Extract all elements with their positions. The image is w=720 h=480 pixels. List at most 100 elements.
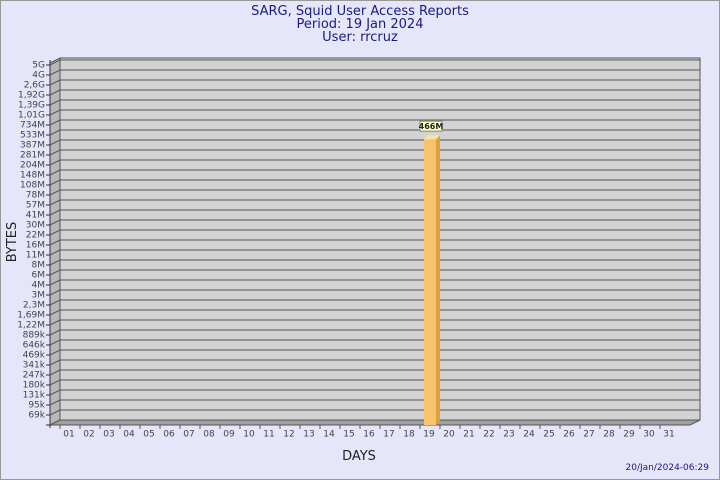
y-tick-label: 281M bbox=[20, 151, 45, 161]
y-tick-label: 734M bbox=[20, 121, 45, 131]
y-tick-label: 11M bbox=[26, 251, 45, 261]
plot-floor bbox=[49, 419, 701, 426]
value-label: 466M bbox=[419, 122, 444, 131]
grid-line bbox=[49, 129, 700, 136]
y-tick-label: 69k bbox=[28, 411, 45, 421]
grid-line bbox=[49, 379, 700, 386]
grid-line bbox=[49, 409, 700, 416]
x-tick-label: 24 bbox=[523, 430, 535, 440]
y-tick-label: 387M bbox=[20, 141, 45, 151]
y-tick-label: 131k bbox=[23, 391, 46, 401]
x-tick-label: 19 bbox=[423, 430, 435, 440]
x-tick-label: 12 bbox=[283, 430, 294, 440]
grid-line bbox=[49, 99, 700, 106]
grid-line bbox=[49, 219, 700, 226]
x-tick-label: 30 bbox=[643, 430, 655, 440]
value-label-box bbox=[419, 120, 443, 132]
x-tick-label: 23 bbox=[503, 430, 514, 440]
grid-line bbox=[49, 199, 700, 206]
chart-subtitle: Period: 19 Jan 2024 bbox=[297, 17, 424, 32]
y-tick-label: 57M bbox=[26, 201, 45, 211]
y-tick-label: 1,92G bbox=[18, 91, 45, 101]
y-tick-label: 4M bbox=[32, 281, 46, 291]
plot-back-wall bbox=[59, 57, 701, 421]
x-tick-label: 17 bbox=[383, 430, 394, 440]
x-tick-label: 15 bbox=[343, 430, 354, 440]
x-tick-label: 01 bbox=[63, 430, 74, 440]
x-tick-label: 27 bbox=[583, 430, 594, 440]
grid-line bbox=[49, 309, 700, 316]
y-tick-label: 148M bbox=[20, 171, 45, 181]
x-tick-label: 22 bbox=[483, 430, 494, 440]
grid-line bbox=[49, 339, 700, 346]
y-tick-label: 180k bbox=[23, 381, 46, 391]
x-tick-label: 25 bbox=[543, 430, 554, 440]
chart-title: SARG, Squid User Access Reports bbox=[251, 4, 469, 19]
x-tick-label: 18 bbox=[403, 430, 415, 440]
grid-line bbox=[49, 69, 700, 76]
y-tick-label: 889k bbox=[23, 331, 46, 341]
grid-line bbox=[49, 239, 700, 246]
grid-line bbox=[49, 149, 700, 156]
grid-line bbox=[49, 229, 700, 236]
grid-line bbox=[49, 399, 700, 406]
grid-line bbox=[49, 79, 700, 86]
y-tick-label: 3M bbox=[32, 291, 46, 301]
grid-line bbox=[49, 189, 700, 196]
y-tick-label: 78M bbox=[26, 191, 45, 201]
y-tick-label: 533M bbox=[20, 131, 45, 141]
grid-line bbox=[49, 279, 700, 286]
x-tick-label: 03 bbox=[103, 430, 114, 440]
grid-line bbox=[49, 319, 700, 326]
x-tick-label: 10 bbox=[243, 430, 255, 440]
y-tick-label: 646k bbox=[23, 341, 46, 351]
y-tick-label: 16M bbox=[26, 241, 45, 251]
y-axis-label: BYTES bbox=[5, 222, 20, 263]
grid-line bbox=[49, 89, 700, 96]
y-tick-label: 2,3M bbox=[23, 301, 45, 311]
x-tick-label: 26 bbox=[563, 430, 575, 440]
bar bbox=[424, 139, 436, 426]
grid-line bbox=[49, 269, 700, 276]
y-tick-label: 1,69M bbox=[17, 311, 45, 321]
grid-line bbox=[49, 389, 700, 396]
grid-line bbox=[49, 359, 700, 366]
grid-line bbox=[49, 259, 700, 266]
y-tick-label: 341k bbox=[23, 361, 46, 371]
y-tick-label: 6M bbox=[32, 271, 46, 281]
y-tick-label: 4G bbox=[32, 71, 45, 81]
y-tick-label: 1,22M bbox=[17, 321, 45, 331]
y-tick-label: 95k bbox=[28, 401, 45, 411]
y-tick-label: 469k bbox=[23, 351, 46, 361]
grid-line bbox=[49, 119, 700, 126]
grid-line bbox=[49, 299, 700, 306]
y-tick-label: 247k bbox=[23, 371, 46, 381]
x-tick-label: 04 bbox=[123, 430, 135, 440]
y-tick-label: 5G bbox=[32, 61, 45, 71]
x-tick-label: 05 bbox=[143, 430, 154, 440]
y-tick-label: 1,01G bbox=[18, 111, 45, 121]
x-tick-label: 06 bbox=[163, 430, 175, 440]
grid-line bbox=[49, 209, 700, 216]
grid-line bbox=[49, 249, 700, 256]
y-tick-label: 30M bbox=[26, 221, 45, 231]
x-tick-label: 31 bbox=[663, 430, 674, 440]
footer-timestamp: 20/Jan/2024-06:29 bbox=[626, 463, 710, 473]
grid-line bbox=[49, 59, 700, 66]
grid-line bbox=[49, 159, 700, 166]
x-tick-label: 16 bbox=[363, 430, 375, 440]
x-tick-label: 13 bbox=[303, 430, 314, 440]
x-tick-label: 02 bbox=[83, 430, 94, 440]
x-tick-label: 20 bbox=[443, 430, 455, 440]
grid-line bbox=[49, 179, 700, 186]
chart-subtitle: User: rrcruz bbox=[322, 30, 398, 45]
grid-line bbox=[49, 139, 700, 146]
y-tick-label: 22M bbox=[26, 231, 45, 241]
x-tick-label: 14 bbox=[323, 430, 335, 440]
bar-side bbox=[436, 135, 440, 426]
x-tick-label: 08 bbox=[203, 430, 215, 440]
grid-line bbox=[49, 349, 700, 356]
x-tick-label: 09 bbox=[223, 430, 235, 440]
x-tick-label: 28 bbox=[603, 430, 615, 440]
x-tick-label: 07 bbox=[183, 430, 194, 440]
